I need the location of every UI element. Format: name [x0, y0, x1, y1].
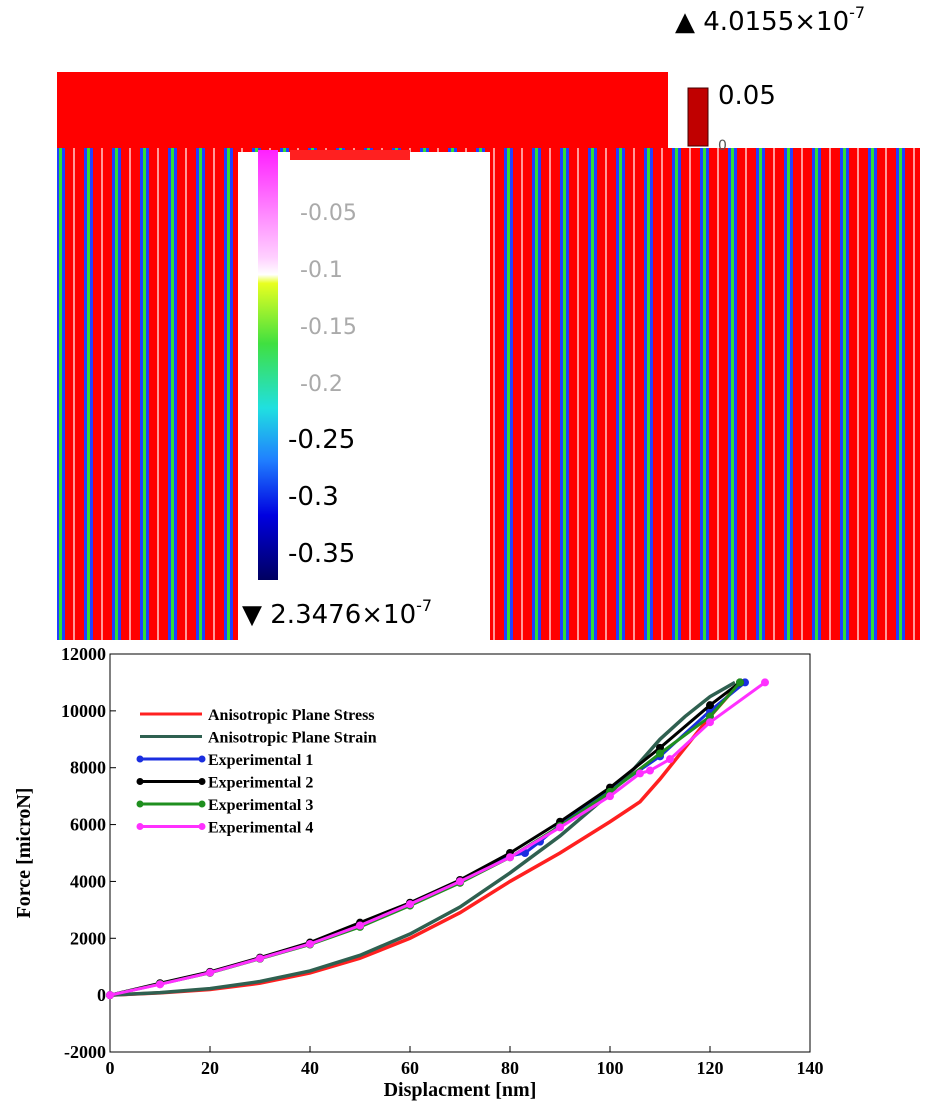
point	[666, 755, 674, 764]
legend-label: Anisotropic Plane Stress	[208, 707, 375, 724]
x-tick-label: 80	[501, 1058, 519, 1078]
series-line	[109, 681, 766, 997]
simulation: ▲ 4.0155×10-7 ▼ 2.3476×10-7 0.05 0 -0.05…	[57, 3, 920, 640]
min-exponent: -7	[416, 596, 432, 615]
max-value: 4.0155×10	[703, 7, 849, 37]
colorbar-label: -0.25	[288, 425, 355, 455]
legend-label: Experimental 2	[208, 775, 313, 792]
legend-label: Experimental 3	[208, 797, 313, 814]
max-exponent: -7	[849, 3, 865, 22]
point	[106, 991, 114, 1000]
x-tick-label: 120	[697, 1058, 724, 1078]
point	[656, 743, 664, 752]
legend-marker	[136, 778, 144, 785]
small-bar-label: 0	[718, 138, 727, 154]
point	[646, 766, 654, 775]
point	[506, 853, 514, 862]
point	[761, 678, 769, 687]
small-bar-label: 0.05	[718, 81, 776, 111]
x-axis-label: Displacment [nm]	[384, 1079, 537, 1101]
point	[256, 954, 264, 963]
y-axis-label: Force [microN]	[13, 788, 35, 919]
legend-marker	[198, 755, 206, 763]
colorbar-label: -0.05	[300, 201, 357, 226]
legend-label: Experimental 1	[208, 752, 313, 769]
point	[556, 823, 564, 832]
legend-marker	[198, 778, 206, 785]
contact-strip	[290, 150, 410, 160]
gap	[238, 152, 490, 640]
point	[306, 939, 314, 948]
y-tick-label: 8000	[70, 758, 106, 778]
legend-marker	[136, 823, 144, 830]
y-tick-label: 12000	[61, 644, 106, 664]
colorbar-label: -0.15	[300, 315, 357, 340]
y-tick-label: -2000	[64, 1042, 106, 1062]
legend-marker	[136, 755, 144, 763]
x-tick-label: 20	[201, 1058, 219, 1078]
point	[156, 980, 164, 989]
colorbar-label: -0.3	[288, 482, 339, 512]
series-line	[109, 680, 736, 997]
point	[706, 712, 714, 721]
x-tick-label: 0	[106, 1058, 115, 1078]
legend-label: Experimental 4	[208, 820, 313, 837]
chart: Force [microN] Displacment [nm] -2000020…	[13, 644, 824, 1101]
colorbar-label: -0.1	[300, 258, 343, 283]
colorbar-label: -0.2	[300, 372, 343, 397]
max-label: ▲ 4.0155×10-7	[675, 3, 865, 37]
y-tick-label: 6000	[70, 815, 106, 835]
legend-marker	[198, 800, 206, 808]
y-tick-label: 4000	[70, 871, 106, 891]
x-tick-label: 40	[301, 1058, 319, 1078]
point	[606, 792, 614, 801]
y-tick-label: 10000	[61, 701, 106, 721]
point	[456, 877, 464, 886]
point	[656, 749, 664, 758]
legend-label: Anisotropic Plane Strain	[208, 730, 377, 747]
point	[706, 701, 714, 710]
point	[706, 718, 714, 727]
colorbar-label: -0.35	[288, 539, 355, 569]
x-tick-label: 100	[597, 1058, 624, 1078]
min-label: ▼ 2.3476×10-7	[242, 596, 432, 630]
y-tick-label: 0	[97, 985, 106, 1005]
min-value: 2.3476×10	[270, 600, 416, 630]
legend-marker	[198, 823, 206, 830]
point	[736, 678, 744, 687]
y-tick-label: 2000	[70, 928, 106, 948]
x-tick-label: 140	[797, 1058, 824, 1078]
point	[356, 921, 364, 930]
indenter	[57, 72, 668, 148]
legend-marker	[136, 800, 144, 808]
point	[406, 900, 414, 909]
small-colorbar	[687, 87, 709, 147]
point	[206, 968, 214, 977]
point	[636, 769, 644, 778]
colorbar	[258, 150, 278, 580]
x-tick-label: 60	[401, 1058, 419, 1078]
